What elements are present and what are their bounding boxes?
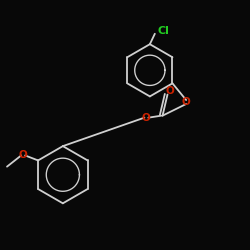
Text: O: O xyxy=(142,113,151,123)
Text: O: O xyxy=(182,97,190,107)
Text: O: O xyxy=(19,150,28,160)
Text: Cl: Cl xyxy=(157,26,169,36)
Text: O: O xyxy=(165,86,174,96)
